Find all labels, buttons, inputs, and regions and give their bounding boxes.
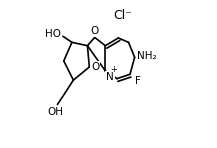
Text: O: O (91, 62, 99, 72)
Text: +: + (110, 65, 117, 74)
Text: OH: OH (48, 107, 64, 117)
Text: Cl⁻: Cl⁻ (113, 9, 132, 22)
Text: N: N (106, 72, 114, 82)
Text: O: O (90, 26, 99, 36)
Text: F: F (135, 75, 141, 86)
Text: HO: HO (44, 29, 61, 40)
Text: NH₂: NH₂ (137, 51, 157, 61)
